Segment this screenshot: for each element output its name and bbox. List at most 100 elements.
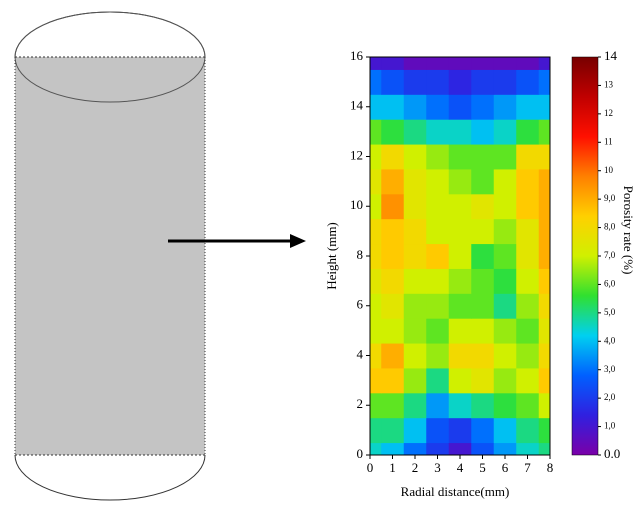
cylinder-bottom-arc xyxy=(14,454,206,501)
contour-cell xyxy=(448,168,472,195)
contour-cell xyxy=(538,243,550,269)
contour-cell xyxy=(448,392,472,419)
contour-cell xyxy=(516,442,540,455)
contour-cell xyxy=(448,94,472,120)
contour-cell xyxy=(370,293,382,319)
contour-cell xyxy=(403,144,427,170)
y-tick-label: 0 xyxy=(357,446,364,461)
contour-cell xyxy=(403,392,427,419)
y-tick-label: 12 xyxy=(350,147,363,162)
contour-cell xyxy=(370,94,382,120)
contour-cell xyxy=(516,94,540,120)
contour-cell xyxy=(471,218,495,245)
cylinder-top-arc xyxy=(14,11,206,58)
contour-cell xyxy=(516,392,540,419)
contour-cell xyxy=(426,367,450,394)
contour-cell xyxy=(370,193,382,220)
contour-cell xyxy=(516,69,540,95)
contour-cell xyxy=(426,243,450,269)
contour-cell xyxy=(370,343,382,369)
contour-cell xyxy=(403,318,427,344)
contour-cell xyxy=(538,343,550,369)
contour-cell xyxy=(471,144,495,170)
contour-cell xyxy=(370,318,382,344)
colorbar-tick-label: 1,0 xyxy=(604,421,616,431)
contour-cell xyxy=(448,442,472,455)
colorbar-tick-label: 11 xyxy=(604,136,613,146)
contour-cell xyxy=(471,168,495,195)
contour-cell xyxy=(471,268,495,294)
x-tick-label: 2 xyxy=(412,460,419,475)
contour-cell xyxy=(538,144,550,170)
contour-cell xyxy=(448,367,472,394)
contour-cell xyxy=(493,268,517,294)
contour-cell xyxy=(448,343,472,369)
contour-cell xyxy=(493,243,517,269)
contour-cell xyxy=(516,293,540,319)
contour-cell xyxy=(471,417,495,444)
colorbar-tick-label: 10 xyxy=(604,165,614,175)
contour-cell xyxy=(516,268,540,294)
contour-cell xyxy=(426,119,450,145)
contour-cell xyxy=(493,318,517,344)
contour-cell xyxy=(381,392,405,419)
arrow-head xyxy=(290,234,306,248)
contour-cell xyxy=(471,343,495,369)
contour-cell xyxy=(426,193,450,220)
contour-cell xyxy=(538,293,550,319)
contour-cell xyxy=(516,417,540,444)
contour-cell xyxy=(370,268,382,294)
contour-cell xyxy=(448,193,472,220)
colorbar-tick-label: 3,0 xyxy=(604,364,616,374)
contour-cell xyxy=(381,144,405,170)
contour-cell xyxy=(426,442,450,455)
contour-cell xyxy=(538,268,550,294)
contour-cell xyxy=(538,69,550,95)
contour-cell xyxy=(370,442,382,455)
colorbar-tick-label: 12 xyxy=(604,108,613,118)
contour-cell xyxy=(516,243,540,269)
contour-cell xyxy=(516,343,540,369)
contour-cell xyxy=(381,417,405,444)
contour-cell xyxy=(538,119,550,145)
cylinder-diagram xyxy=(14,11,306,501)
contour-cell xyxy=(493,343,517,369)
contour-cell xyxy=(448,268,472,294)
contour-cell xyxy=(403,119,427,145)
contour-cell xyxy=(471,57,495,70)
colorbar-tick-label: 7,0 xyxy=(604,250,616,260)
contour-cell xyxy=(471,69,495,95)
contour-cell xyxy=(381,318,405,344)
contour-cell xyxy=(448,144,472,170)
colorbar-tick-label: 2,0 xyxy=(604,392,616,402)
x-tick-label: 3 xyxy=(434,460,441,475)
contour-cell xyxy=(471,318,495,344)
contour-cell xyxy=(448,69,472,95)
contour-cell xyxy=(516,168,540,195)
contour-cell xyxy=(370,57,382,70)
contour-cell xyxy=(471,193,495,220)
contour-cell xyxy=(381,168,405,195)
contour-cell xyxy=(516,193,540,220)
contour-cell xyxy=(516,144,540,170)
contour-cell xyxy=(448,243,472,269)
contour-cell xyxy=(381,367,405,394)
contour-cell xyxy=(426,268,450,294)
x-tick-label: 5 xyxy=(479,460,486,475)
contour-cell xyxy=(381,69,405,95)
contour-cell xyxy=(538,193,550,220)
colorbar-tick-label: 13 xyxy=(604,79,614,89)
colorbar-tick-label: 5,0 xyxy=(604,307,616,317)
colorbar-tick-label: 8,0 xyxy=(604,222,616,232)
contour-cell xyxy=(471,293,495,319)
contour-cell xyxy=(370,144,382,170)
y-tick-label: 14 xyxy=(350,98,364,113)
contour-cell xyxy=(403,268,427,294)
x-tick-label: 0 xyxy=(367,460,374,475)
contour-cell xyxy=(448,119,472,145)
colorbar-label: Porosity rate (%) xyxy=(621,186,634,275)
colorbar-tick-label: 4,0 xyxy=(604,335,616,345)
contour-cell xyxy=(381,119,405,145)
contour-cell xyxy=(381,218,405,245)
